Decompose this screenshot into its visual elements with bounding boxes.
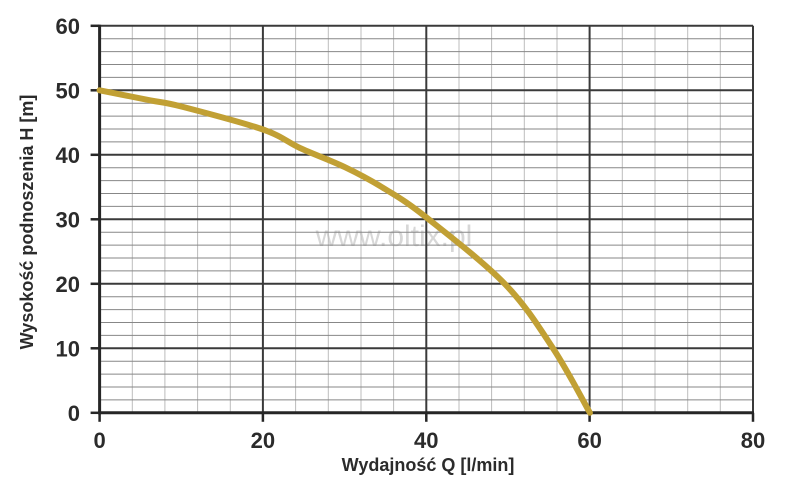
svg-text:10: 10 [56,336,80,361]
svg-text:40: 40 [414,428,438,453]
svg-text:40: 40 [56,143,80,168]
svg-text:50: 50 [56,78,80,103]
svg-text:60: 60 [577,428,601,453]
svg-text:20: 20 [251,428,275,453]
svg-text:0: 0 [68,401,80,426]
svg-text:0: 0 [93,428,105,453]
svg-text:60: 60 [56,14,80,39]
svg-text:80: 80 [741,428,765,453]
svg-text:20: 20 [56,272,80,297]
svg-text:Wysokość podnoszenia H [m]: Wysokość podnoszenia H [m] [17,95,37,350]
svg-text:30: 30 [56,207,80,232]
svg-text:Wydajność Q [l/min]: Wydajność Q [l/min] [342,455,515,475]
